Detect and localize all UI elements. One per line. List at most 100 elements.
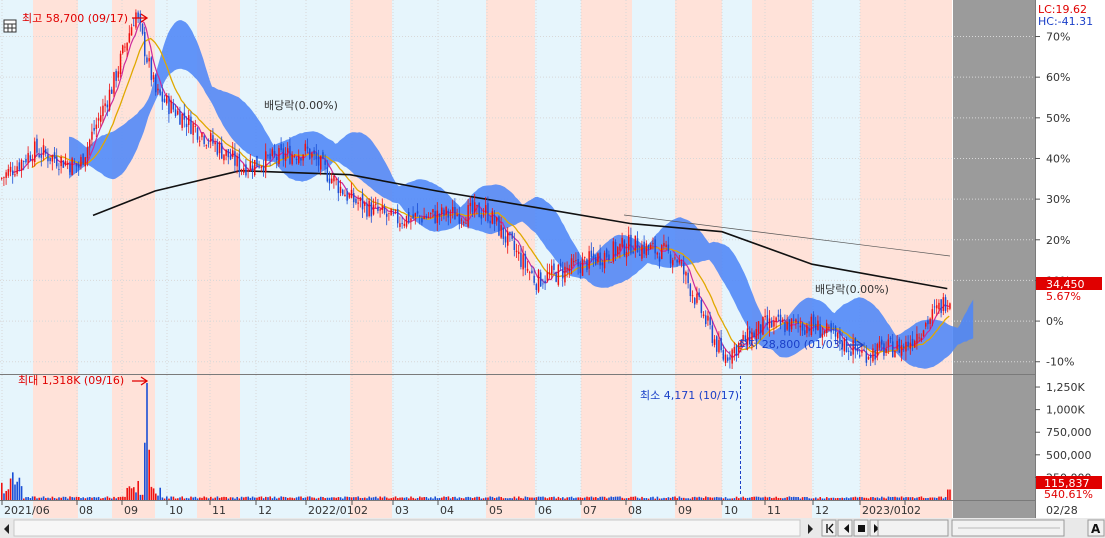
scrollbar-track[interactable] <box>13 519 801 537</box>
candle <box>892 333 894 358</box>
volume-bar <box>69 496 71 500</box>
volume-bar <box>812 498 815 500</box>
volume-bar <box>210 496 212 500</box>
candle <box>841 332 843 357</box>
volume-bar <box>718 497 720 500</box>
volume-bar <box>903 497 905 500</box>
candle <box>900 339 903 362</box>
candle <box>117 66 120 82</box>
volume-bar <box>9 478 12 500</box>
candle <box>183 104 186 128</box>
candle <box>364 200 366 213</box>
candle <box>108 83 111 112</box>
volume-bar <box>586 496 588 500</box>
candle <box>49 157 51 165</box>
y-tick-label: -10% <box>1046 356 1074 369</box>
zoom-track[interactable] <box>951 519 1065 537</box>
x-tick-label: 02 <box>907 504 921 517</box>
volume-bar <box>269 496 271 500</box>
candle <box>111 86 113 94</box>
volume-bar <box>889 497 892 500</box>
volume-bar <box>524 496 527 500</box>
candle <box>254 159 256 177</box>
volume-bar <box>326 497 329 500</box>
candle <box>764 308 766 321</box>
candle <box>711 320 714 347</box>
volume-bar <box>694 496 696 500</box>
stop-button[interactable] <box>853 519 869 537</box>
volume-bar <box>859 496 861 500</box>
period-band <box>812 0 860 518</box>
volume-bar <box>174 498 177 500</box>
volume-bar <box>207 498 210 500</box>
volume-bar <box>533 497 535 500</box>
volume-bar <box>722 498 725 500</box>
volume-bar <box>650 497 652 500</box>
volume-bar <box>485 497 487 500</box>
cloud-area <box>69 20 974 369</box>
volume-bar <box>20 486 23 500</box>
candle <box>317 149 320 172</box>
candle <box>203 134 205 147</box>
volume-bar <box>735 496 738 500</box>
volume-bar <box>751 496 753 500</box>
candle <box>863 342 865 351</box>
volume-bar <box>161 497 164 500</box>
text-tool-button[interactable]: A <box>1087 519 1105 537</box>
volume-bar <box>515 498 518 500</box>
volume-bar <box>84 498 87 500</box>
volume-bar <box>597 498 599 500</box>
volume-bar <box>408 498 410 500</box>
volume-bar <box>225 497 227 500</box>
candle <box>808 321 810 337</box>
volume-bar <box>777 497 780 500</box>
candle <box>302 154 304 166</box>
previous-button[interactable] <box>837 519 853 537</box>
volume-bar <box>126 487 128 500</box>
volume-bar <box>502 498 505 500</box>
candle <box>86 141 89 167</box>
candle <box>830 320 832 340</box>
volume-bar <box>617 496 619 500</box>
scroll-right-button[interactable] <box>808 524 813 534</box>
volume-tick-label: 500,000 <box>1046 449 1092 462</box>
volume-bar <box>630 496 632 500</box>
volume-bar <box>678 496 681 500</box>
volume-bar <box>27 497 29 500</box>
lc-label: LC:19.62 <box>1038 3 1087 16</box>
volume-bar <box>447 496 450 500</box>
volume-bar <box>573 498 575 500</box>
candle <box>225 149 227 161</box>
candle <box>485 196 487 222</box>
volume-bar <box>610 496 612 500</box>
candle <box>922 329 925 338</box>
candle <box>713 334 716 348</box>
volume-bar <box>797 497 799 500</box>
candle <box>170 95 172 114</box>
candle <box>201 132 203 141</box>
candle <box>320 155 322 176</box>
first-page-button[interactable] <box>821 519 837 537</box>
candle <box>126 42 128 58</box>
volume-bar <box>331 497 333 500</box>
volume-bar <box>700 497 703 500</box>
candle <box>597 252 599 265</box>
candle <box>476 204 478 215</box>
zoom-minus-button[interactable] <box>877 519 949 537</box>
candle <box>920 333 923 343</box>
candle <box>606 247 608 260</box>
candle <box>335 177 337 186</box>
candle <box>18 158 21 172</box>
volume-bar <box>804 496 806 500</box>
scroll-left-button[interactable] <box>4 524 9 534</box>
volume-bar <box>531 497 533 500</box>
x-tick-label: 08 <box>628 504 642 517</box>
volume-bar <box>258 496 260 500</box>
volume-bar <box>401 497 403 500</box>
table-icon[interactable] <box>3 19 17 33</box>
volume-bar <box>537 496 540 500</box>
candle <box>524 250 527 276</box>
volume-bar <box>878 498 881 500</box>
volume-bar <box>672 496 674 500</box>
candle <box>240 168 243 176</box>
